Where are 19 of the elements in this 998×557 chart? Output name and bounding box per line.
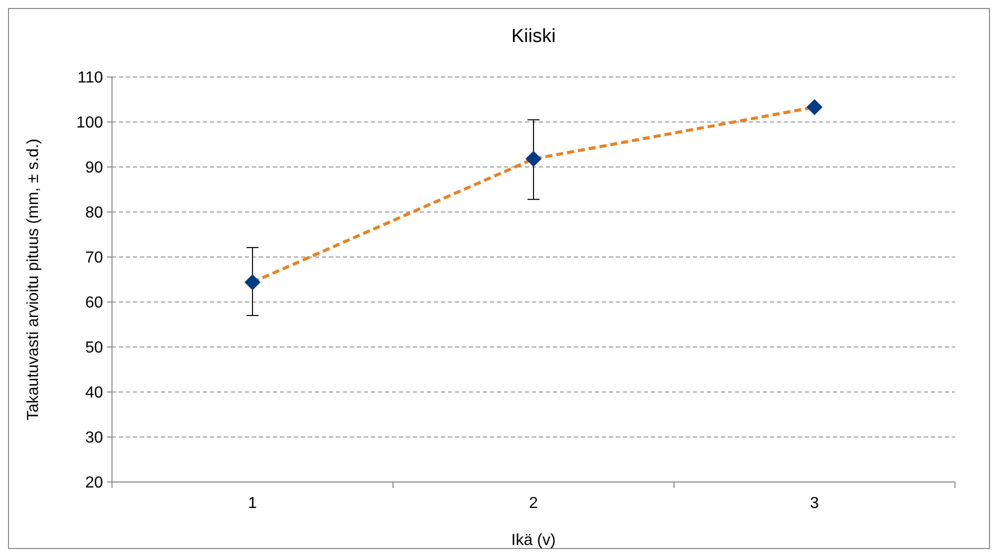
point	[526, 150, 542, 167]
x-tick-label: 2	[529, 495, 538, 512]
y-tick-label: 40	[85, 384, 104, 402]
y-axis-title: Takautuvasti arvioitu pituus (mm, ± s.d.)	[25, 138, 42, 420]
point	[244, 274, 260, 290]
y-tick-label: 30	[85, 430, 104, 447]
y-tick-label: 20	[85, 474, 104, 492]
y-tick-label: 50	[85, 340, 104, 357]
x-tick-label: 1	[248, 495, 258, 512]
y-tick-label: 60	[85, 294, 104, 312]
y-tick-label: 100	[76, 114, 104, 132]
y-tick-label: 70	[85, 250, 104, 267]
y-tick-label: 90	[85, 160, 104, 177]
y-tick-label: 110	[77, 70, 104, 87]
x-tick-label: 3	[810, 495, 820, 512]
chart-title: Kiiski	[511, 26, 556, 47]
x-axis-title: Ikä (v)	[511, 532, 556, 549]
y-tick-label: 80	[85, 204, 104, 222]
point	[806, 99, 822, 116]
